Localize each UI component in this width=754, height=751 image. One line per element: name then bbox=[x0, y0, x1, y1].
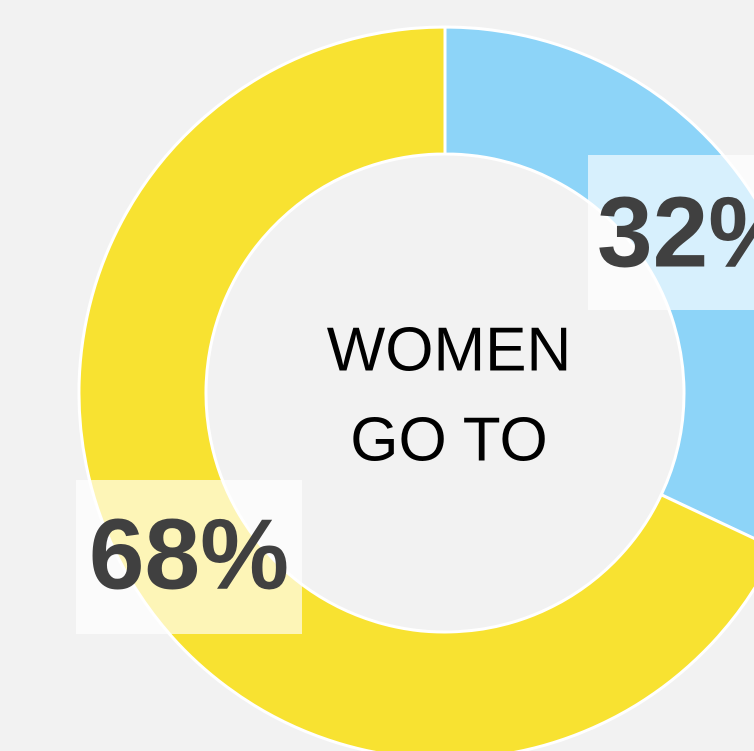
value-label: 68% bbox=[89, 498, 289, 610]
center-text: GO TO bbox=[350, 405, 548, 474]
label-box bbox=[76, 480, 302, 634]
label-box bbox=[588, 155, 754, 310]
value-label: 32% bbox=[597, 176, 754, 288]
labels: 32% 68% bbox=[76, 155, 754, 634]
center-text: WOMEN bbox=[327, 315, 572, 384]
